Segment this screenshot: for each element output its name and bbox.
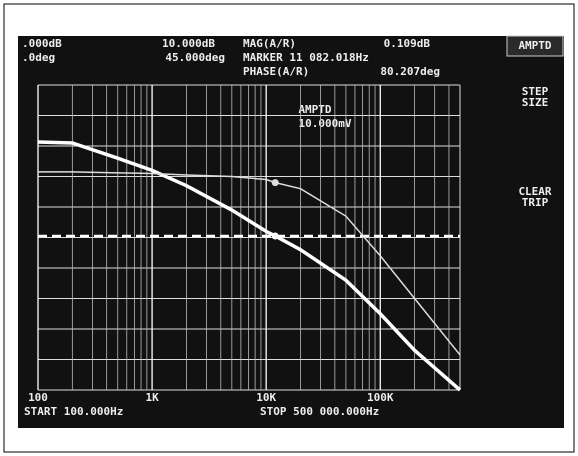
marker-dot (271, 179, 279, 187)
softkey-box (506, 35, 564, 57)
stop-label: STOP 500 000.000Hz (260, 405, 379, 418)
annotation: AMPTD (298, 103, 331, 116)
readout: MARKER 11 082.018Hz (243, 51, 369, 64)
x-tick-label: 1K (145, 391, 159, 404)
softkey-label: AMPTD (518, 39, 551, 52)
x-tick-label: 10K (256, 391, 276, 404)
readout: 45.000deg (165, 51, 225, 64)
readout: 80.207deg (380, 65, 440, 78)
readout: .0deg (22, 51, 55, 64)
readout: 0.109dB (384, 37, 431, 50)
annotation-value: 10.000mV (299, 117, 352, 130)
softkey-label: CLEAR TRIP (518, 185, 551, 209)
series-line (38, 171, 461, 356)
marker-dot (271, 232, 279, 240)
x-tick-label: 100 (28, 391, 48, 404)
x-tick-label: 100K (367, 391, 394, 404)
readout: 10.000dB (162, 37, 215, 50)
readout: PHASE(A/R) (243, 65, 309, 78)
readout: MAG(A/R) (243, 37, 296, 50)
softkey-label: STEP SIZE (522, 85, 549, 109)
start-label: START 100.000Hz (24, 405, 123, 418)
readout: .000dB (22, 37, 62, 50)
series-line (37, 140, 462, 392)
display (18, 36, 564, 428)
